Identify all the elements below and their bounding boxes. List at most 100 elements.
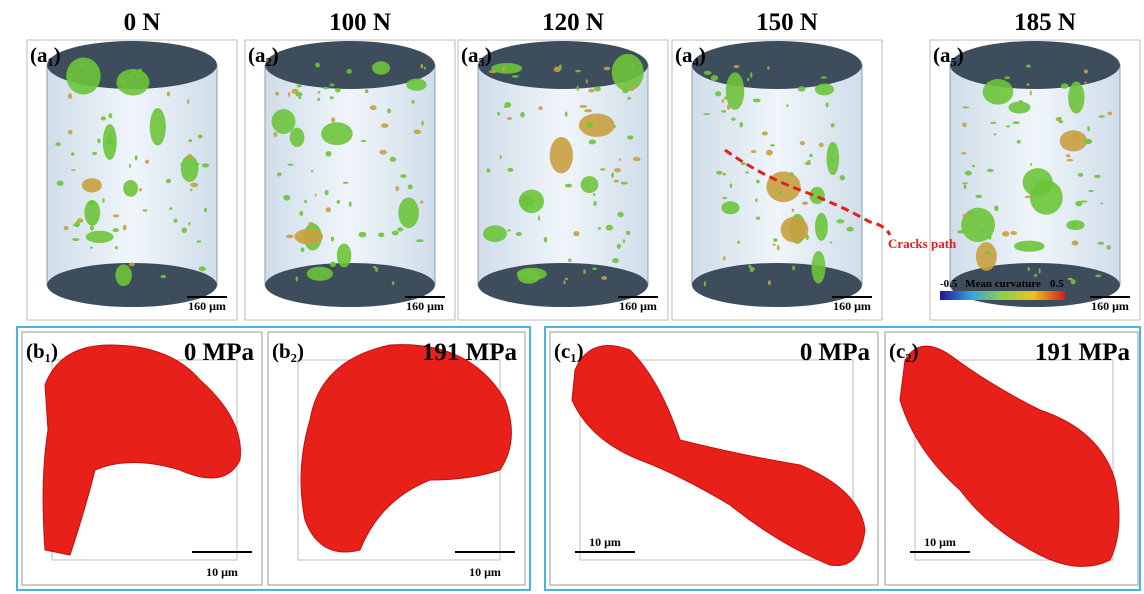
pore [1004, 76, 1010, 79]
pore [1072, 133, 1078, 138]
load-header: 185 N [1014, 9, 1076, 36]
scale-bar-label: 160 μm [833, 299, 871, 313]
pore [619, 158, 621, 160]
pore [129, 74, 133, 78]
pore [779, 191, 782, 195]
pore [115, 246, 118, 249]
crack-annotation: Cracks path [888, 236, 957, 251]
pore [1066, 154, 1070, 157]
pore [307, 267, 333, 281]
particle [301, 345, 511, 552]
pore [753, 98, 761, 102]
pore [751, 150, 756, 153]
pore [961, 152, 966, 155]
pore [138, 69, 142, 72]
pore [79, 64, 85, 66]
pore [1009, 102, 1031, 114]
pore [68, 93, 72, 99]
pore [577, 86, 579, 91]
pore [1010, 231, 1017, 235]
pore [192, 162, 199, 166]
pore [1060, 130, 1087, 151]
pore [483, 225, 507, 242]
pore [519, 196, 534, 207]
pore [962, 122, 967, 127]
pore [727, 104, 731, 110]
pore [612, 258, 619, 263]
pore [421, 64, 424, 69]
pore [129, 164, 131, 168]
pore [82, 178, 102, 192]
pore [1014, 241, 1045, 252]
pore [747, 78, 749, 81]
pore [579, 105, 587, 108]
pore [275, 92, 279, 96]
pore [375, 267, 378, 272]
pore [957, 230, 965, 234]
pore [617, 212, 623, 218]
pore [846, 227, 853, 232]
pore [335, 88, 340, 93]
pore [421, 121, 423, 126]
pore [967, 211, 975, 214]
pore [88, 200, 95, 206]
pore [112, 228, 119, 232]
load-header: 100 N [329, 9, 391, 36]
pore [1039, 268, 1041, 274]
pore [750, 72, 752, 78]
pore [594, 86, 601, 91]
pore [315, 194, 317, 197]
pore [819, 143, 824, 147]
pore [565, 184, 572, 188]
pore [290, 128, 305, 147]
pore [827, 142, 840, 175]
pore [614, 125, 616, 128]
pore [408, 184, 413, 189]
pore [565, 278, 569, 280]
pore [387, 109, 391, 114]
pore [768, 280, 771, 285]
pore [1094, 175, 1101, 178]
pore [581, 176, 599, 193]
pore [90, 247, 93, 249]
pore [132, 71, 136, 74]
pore [972, 165, 975, 167]
pore [180, 163, 185, 166]
pore [106, 139, 114, 144]
pore [1085, 81, 1087, 84]
pore [283, 195, 290, 201]
pore [1106, 245, 1110, 250]
pore [311, 170, 313, 172]
pore [361, 140, 367, 142]
pore [630, 85, 635, 91]
pore [273, 132, 277, 137]
pore [830, 123, 834, 127]
panel-label: (a₁) [30, 43, 61, 67]
pore [601, 276, 607, 280]
pore [108, 113, 112, 118]
pore [139, 188, 142, 192]
pore [416, 239, 424, 242]
colorbar-title: Mean curvature [965, 278, 1041, 290]
cylinder-top [950, 41, 1120, 89]
pore [631, 65, 636, 69]
pore [964, 185, 967, 189]
pore [520, 112, 525, 118]
pore [568, 258, 571, 262]
figure: 0 N(a₁)160 μm100 N(a₂)160 μm120 N(a₃)160… [0, 0, 1144, 594]
pore [1084, 139, 1092, 145]
pore [86, 231, 114, 243]
pore [392, 281, 395, 285]
pore [304, 200, 307, 203]
pore [288, 92, 290, 97]
pore [790, 172, 793, 176]
load-header: 0 N [124, 9, 161, 36]
pore [188, 222, 190, 225]
pore [600, 168, 605, 170]
pore [715, 91, 721, 96]
pore [811, 251, 825, 283]
panel-label: (c₁) [554, 339, 584, 363]
pore [349, 201, 352, 207]
pore [189, 139, 192, 142]
pore [55, 142, 61, 146]
